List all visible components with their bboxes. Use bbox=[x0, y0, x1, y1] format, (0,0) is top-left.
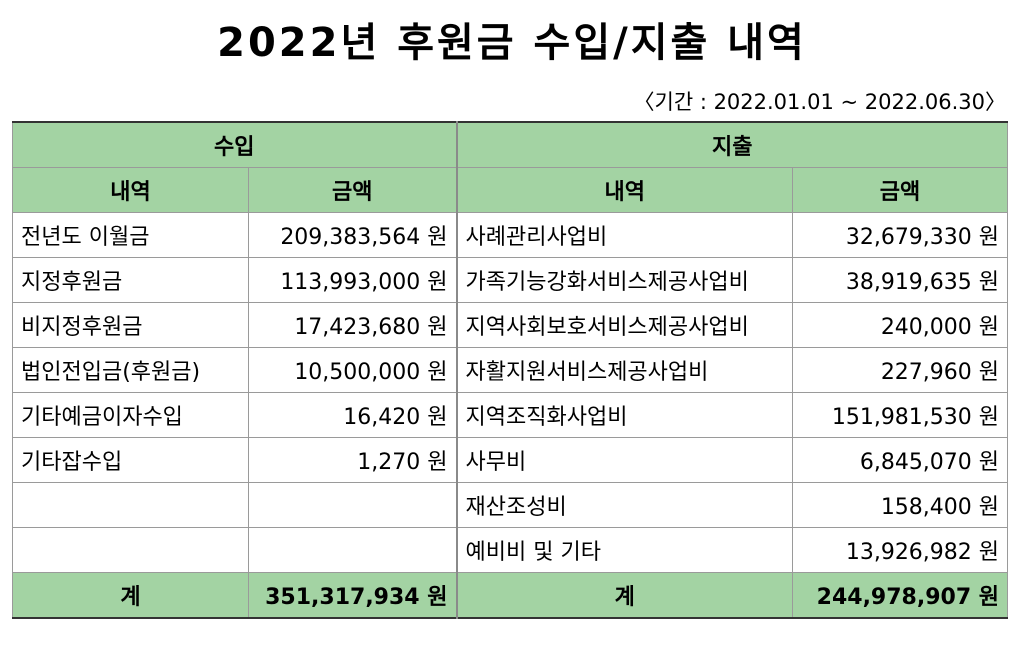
expense-item: 사무비 bbox=[455, 437, 794, 483]
expense-amount: 38,919,635 원 bbox=[792, 257, 1009, 303]
expense-item: 자활지원서비스제공사업비 bbox=[455, 347, 794, 393]
income-item: 기타잡수입 bbox=[12, 437, 249, 483]
income-amount: 1,270 원 bbox=[247, 437, 458, 483]
income-total-label: 계 bbox=[12, 572, 249, 619]
income-item-header: 내역 bbox=[12, 167, 249, 213]
expense-item: 재산조성비 bbox=[455, 482, 794, 528]
table-row: 전년도 이월금 209,383,564 원 사례관리사업비 32,679,330… bbox=[12, 212, 1009, 258]
expense-total-amount: 244,978,907 원 bbox=[792, 572, 1009, 619]
expense-item: 사례관리사업비 bbox=[455, 212, 794, 258]
income-item: 비지정후원금 bbox=[12, 302, 249, 348]
income-amount: 16,420 원 bbox=[247, 392, 458, 438]
expense-item-header: 내역 bbox=[455, 167, 794, 213]
income-item: 전년도 이월금 bbox=[12, 212, 249, 258]
expense-item: 지역사회보호서비스제공사업비 bbox=[455, 302, 794, 348]
income-item bbox=[12, 527, 249, 573]
income-amount: 10,500,000 원 bbox=[247, 347, 458, 393]
table-row: 비지정후원금 17,423,680 원 지역사회보호서비스제공사업비 240,0… bbox=[12, 302, 1009, 348]
table-row: 기타잡수입 1,270 원 사무비 6,845,070 원 bbox=[12, 437, 1009, 483]
income-amount bbox=[247, 482, 458, 528]
expense-amount: 240,000 원 bbox=[792, 302, 1009, 348]
expense-amount: 151,981,530 원 bbox=[792, 392, 1009, 438]
expense-amount-header: 금액 bbox=[792, 167, 1009, 213]
page-title: 2022년 후원금 수입/지출 내역 bbox=[217, 20, 807, 66]
table-row: 기타예금이자수입 16,420 원 지역조직화사업비 151,981,530 원 bbox=[12, 392, 1009, 438]
expense-amount: 227,960 원 bbox=[792, 347, 1009, 393]
income-amount: 17,423,680 원 bbox=[247, 302, 458, 348]
income-amount-header: 금액 bbox=[247, 167, 458, 213]
period-label: 〈기간 : 2022.01.01 ~ 2022.06.30〉 bbox=[633, 90, 1007, 114]
total-row: 계 351,317,934 원 계 244,978,907 원 bbox=[12, 572, 1009, 619]
table-row: 예비비 및 기타 13,926,982 원 bbox=[12, 527, 1009, 573]
income-item: 법인전입금(후원금) bbox=[12, 347, 249, 393]
table-row: 재산조성비 158,400 원 bbox=[12, 482, 1009, 528]
table-row: 법인전입금(후원금) 10,500,000 원 자활지원서비스제공사업비 227… bbox=[12, 347, 1009, 393]
income-item: 기타예금이자수입 bbox=[12, 392, 249, 438]
expense-total-label: 계 bbox=[455, 572, 794, 619]
income-amount: 209,383,564 원 bbox=[247, 212, 458, 258]
income-total-amount: 351,317,934 원 bbox=[247, 572, 458, 619]
income-item bbox=[12, 482, 249, 528]
expense-item: 가족기능강화서비스제공사업비 bbox=[455, 257, 794, 303]
expense-amount: 32,679,330 원 bbox=[792, 212, 1009, 258]
expense-item: 예비비 및 기타 bbox=[455, 527, 794, 573]
income-header: 수입 bbox=[11, 121, 458, 168]
expense-header: 지출 bbox=[455, 121, 1009, 168]
table-row: 지정후원금 113,993,000 원 가족기능강화서비스제공사업비 38,91… bbox=[12, 257, 1009, 303]
expense-item: 지역조직화사업비 bbox=[455, 392, 794, 438]
income-amount: 113,993,000 원 bbox=[247, 257, 458, 303]
income-expense-table: 수입 지출 내역 금액 내역 금액 전년도 이월금 209,383,564 원 … bbox=[11, 121, 1009, 619]
expense-amount: 13,926,982 원 bbox=[792, 527, 1009, 573]
expense-amount: 158,400 원 bbox=[792, 482, 1009, 528]
income-amount bbox=[247, 527, 458, 573]
expense-amount: 6,845,070 원 bbox=[792, 437, 1009, 483]
income-item: 지정후원금 bbox=[12, 257, 249, 303]
